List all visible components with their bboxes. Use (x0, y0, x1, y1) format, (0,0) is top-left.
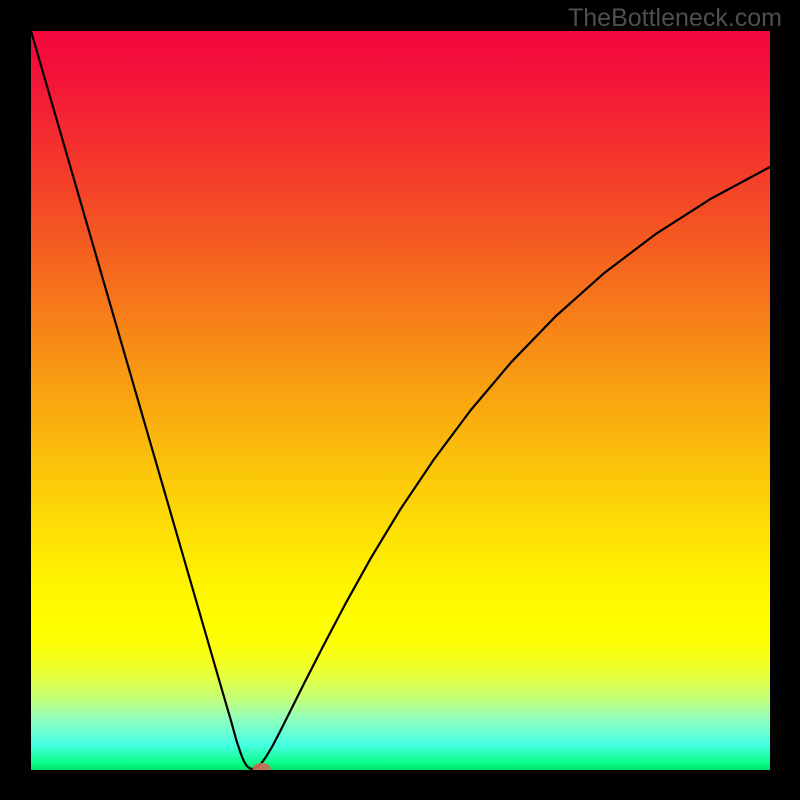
bottleneck-curve (31, 31, 770, 769)
curve-layer (31, 31, 770, 770)
plot-area (31, 31, 770, 770)
minimum-marker (253, 763, 271, 770)
watermark-text: TheBottleneck.com (568, 4, 782, 33)
chart-frame: TheBottleneck.com (0, 0, 800, 800)
